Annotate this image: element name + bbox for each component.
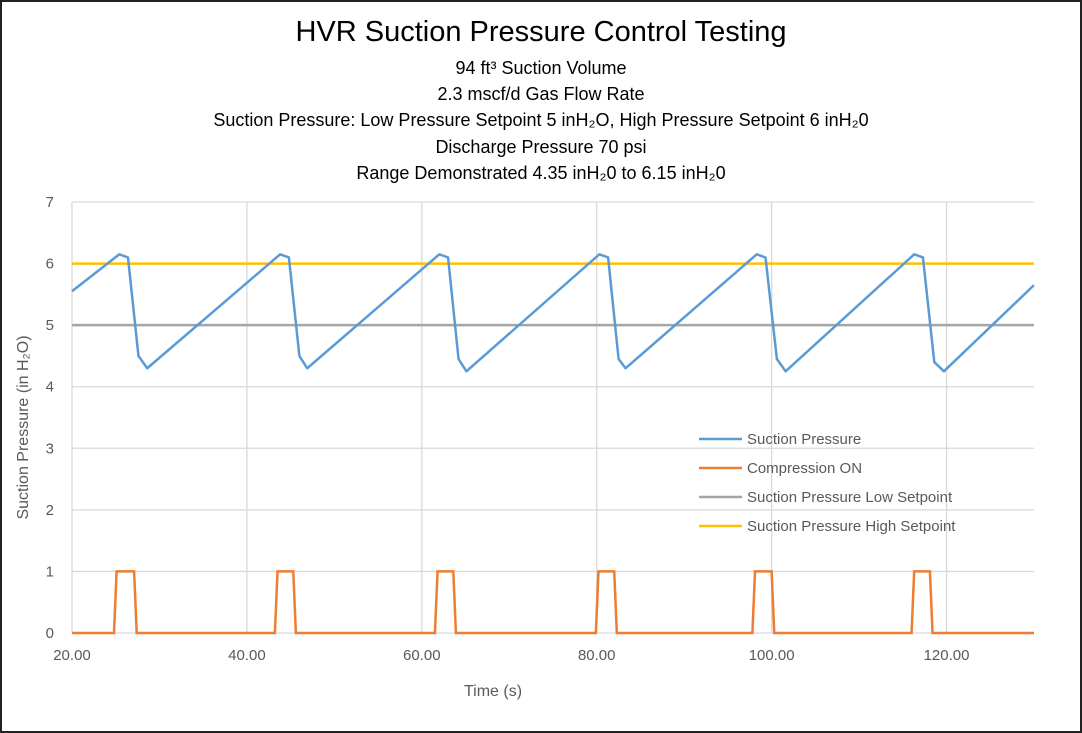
chart-title: HVR Suction Pressure Control Testing bbox=[295, 16, 787, 48]
y-tick-label: 3 bbox=[46, 440, 54, 457]
x-tick-label: 100.00 bbox=[749, 647, 795, 664]
y-tick-label: 5 bbox=[46, 317, 54, 334]
subtitle-range: Range Demonstrated 4.35 inH₂0 to 6.15 in… bbox=[356, 163, 726, 183]
y-tick-label: 1 bbox=[46, 563, 54, 580]
legend-label: Suction Pressure bbox=[747, 431, 861, 448]
x-tick-label: 60.00 bbox=[403, 647, 441, 664]
y-tick-label: 6 bbox=[46, 256, 54, 273]
x-tick-label: 20.00 bbox=[53, 647, 91, 664]
y-tick-label: 2 bbox=[46, 502, 54, 519]
y-axis-label: Suction Pressure (in H₂O) bbox=[15, 335, 32, 519]
x-tick-label: 80.00 bbox=[578, 647, 616, 664]
suction-pressure-line bbox=[71, 253, 1035, 373]
y-tick-label: 0 bbox=[46, 625, 54, 642]
legend-label: Suction Pressure Low Setpoint bbox=[747, 489, 953, 506]
x-tick-label: 40.00 bbox=[228, 647, 266, 664]
y-tick-label: 7 bbox=[46, 194, 54, 211]
compression-on-line bbox=[72, 570, 1034, 635]
legend-label: Suction Pressure High Setpoint bbox=[747, 518, 956, 535]
subtitle-flow-rate: 2.3 mscf/d Gas Flow Rate bbox=[437, 84, 645, 104]
legend-label: Compression ON bbox=[747, 460, 862, 477]
subtitle-volume: 94 ft³ Suction Volume bbox=[455, 58, 627, 78]
subtitle-discharge: Discharge Pressure 70 psi bbox=[435, 137, 647, 157]
subtitle-setpoints: Suction Pressure: Low Pressure Setpoint … bbox=[213, 110, 869, 130]
x-axis-label: Time (s) bbox=[464, 683, 522, 700]
y-tick-label: 4 bbox=[46, 379, 54, 396]
x-tick-label: 120.00 bbox=[924, 647, 970, 664]
